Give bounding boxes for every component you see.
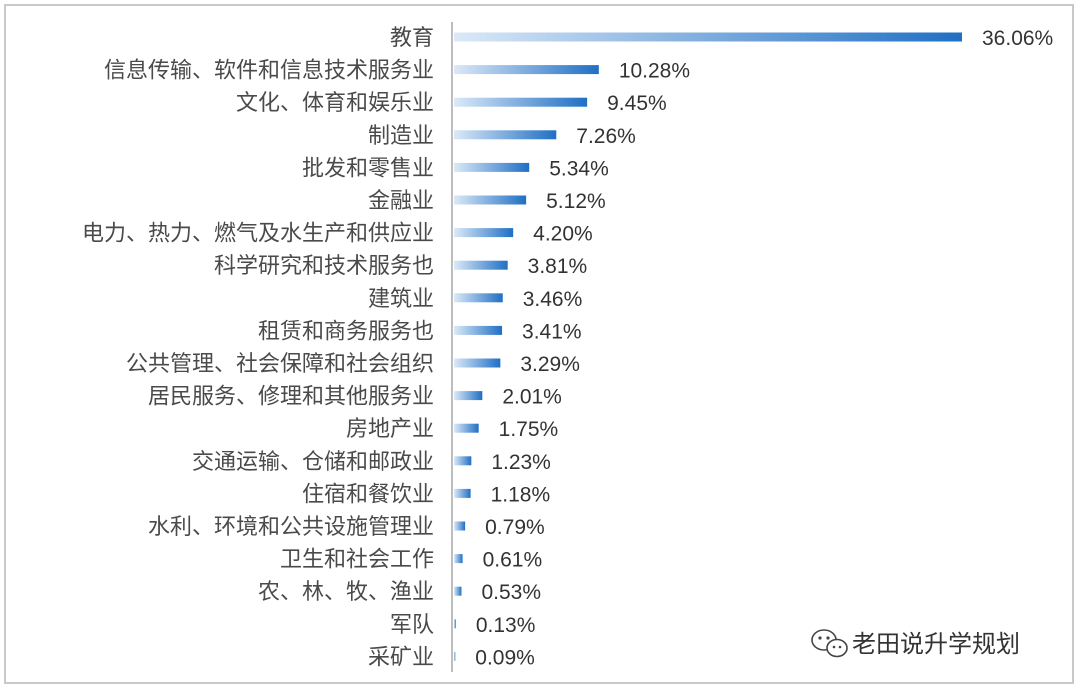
category-label: 金融业 (368, 189, 434, 214)
bar (454, 554, 463, 564)
category-label: 交通运输、仓储和邮政业 (192, 450, 434, 475)
category-label: 制造业 (368, 124, 434, 149)
value-label: 1.75% (499, 418, 559, 441)
category-label: 批发和零售业 (302, 156, 434, 181)
value-label: 1.18% (491, 483, 551, 506)
bar (454, 32, 962, 42)
value-label: 1.23% (491, 451, 551, 474)
value-label: 36.06% (982, 27, 1053, 50)
category-label: 建筑业 (368, 287, 434, 312)
value-label: 9.45% (607, 92, 667, 115)
bar (454, 358, 501, 368)
value-label: 5.12% (546, 190, 606, 213)
value-label: 0.79% (485, 516, 545, 539)
category-label: 居民服务、修理和其他服务业 (148, 385, 434, 410)
value-label: 3.29% (520, 353, 580, 376)
category-label: 文化、体育和娱乐业 (236, 91, 434, 116)
value-label: 7.26% (576, 125, 636, 148)
bar (454, 65, 599, 75)
category-label: 军队 (390, 613, 434, 638)
value-label: 10.28% (619, 60, 690, 83)
bar (454, 293, 503, 303)
bar (454, 456, 472, 466)
category-label: 房地产业 (346, 417, 434, 442)
value-label: 3.46% (523, 288, 583, 311)
category-label: 电力、热力、燃气及水生产和供应业 (82, 222, 434, 247)
value-label: 2.01% (502, 386, 562, 409)
category-label: 住宿和餐饮业 (302, 482, 434, 507)
bar (454, 97, 588, 107)
bar (454, 521, 466, 531)
bar (454, 325, 503, 335)
value-label: 0.09% (475, 646, 535, 669)
category-label: 农、林、牧、渔业 (258, 580, 434, 605)
category-label: 卫生和社会工作 (280, 548, 434, 573)
category-label: 教育 (390, 26, 434, 51)
value-label: 3.41% (522, 320, 582, 343)
value-label: 0.13% (476, 614, 536, 637)
bar (454, 391, 483, 401)
value-label: 0.53% (481, 581, 541, 604)
bar (454, 162, 530, 172)
watermark-text: 老田说升学规划 (852, 630, 1020, 658)
chart-frame (4, 4, 1074, 684)
bar (454, 130, 557, 140)
bar (454, 651, 456, 661)
bar (454, 488, 471, 498)
category-label: 信息传输、软件和信息技术服务业 (104, 59, 434, 84)
category-label: 采矿业 (368, 645, 434, 670)
category-label: 租赁和商务服务也 (258, 319, 434, 344)
bar (454, 586, 462, 596)
value-label: 0.61% (483, 549, 543, 572)
value-label: 4.20% (533, 223, 593, 246)
bar (454, 619, 456, 629)
value-label: 5.34% (549, 157, 609, 180)
category-label: 公共管理、社会保障和社会组织 (126, 352, 434, 377)
bar (454, 228, 514, 238)
bar (454, 195, 527, 205)
bar (454, 423, 479, 433)
watermark: 老田说升学规划 (811, 629, 1020, 658)
wechat-icon (811, 629, 848, 658)
bar (454, 260, 508, 270)
category-label: 水利、环境和公共设施管理业 (148, 515, 434, 540)
value-label: 3.81% (528, 255, 588, 278)
category-label: 科学研究和技术服务也 (214, 254, 434, 279)
